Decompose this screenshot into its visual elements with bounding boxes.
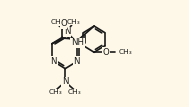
Text: N: N xyxy=(64,27,70,36)
Text: CH₃: CH₃ xyxy=(67,19,80,25)
Text: CH₃: CH₃ xyxy=(49,89,63,95)
Text: N: N xyxy=(74,57,80,66)
Text: NH: NH xyxy=(71,38,84,47)
Text: CH₃: CH₃ xyxy=(119,49,133,55)
Text: O: O xyxy=(103,48,110,57)
Text: CH₃: CH₃ xyxy=(68,89,81,95)
Text: N: N xyxy=(50,57,57,66)
Text: O: O xyxy=(60,19,67,28)
Text: N: N xyxy=(62,77,68,86)
Text: CH₃: CH₃ xyxy=(50,19,64,25)
